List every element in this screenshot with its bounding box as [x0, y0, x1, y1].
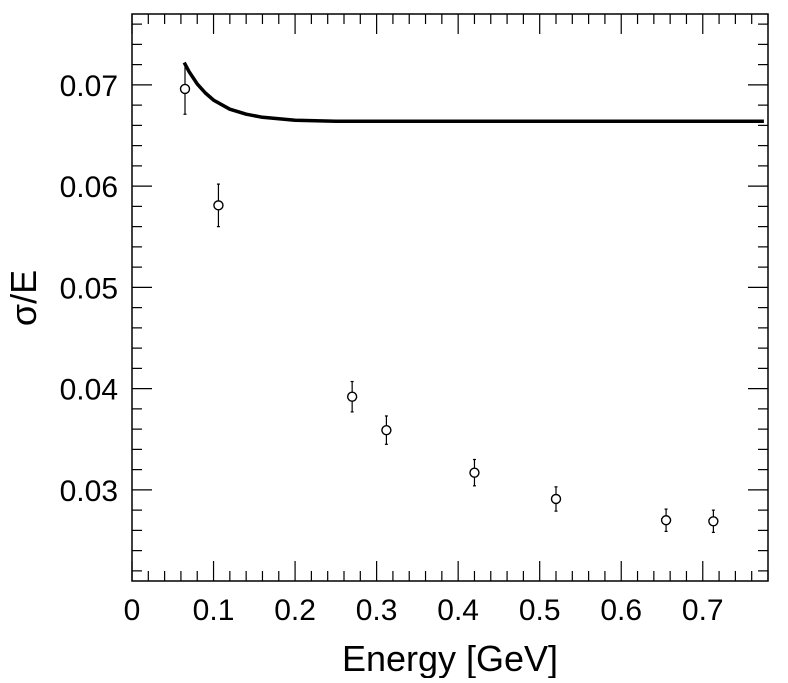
data-point: [213, 183, 224, 228]
x-tick-labels: 0 0.1 0.2 0.3 0.4 0.5 0.6 0.7: [124, 594, 724, 627]
point-marker: [381, 424, 392, 436]
y-tick-label: 0.07: [60, 70, 118, 103]
plot-frame: [131, 13, 769, 582]
point-marker: [346, 391, 358, 402]
point-marker: [660, 515, 672, 526]
data-point: [179, 63, 191, 115]
x-tick-label: 0.7: [682, 594, 724, 627]
y-tick-label: 0.03: [60, 475, 118, 508]
x-tick-label: 0.4: [437, 594, 479, 627]
point-marker: [469, 467, 480, 478]
x-tick-label: 0.6: [600, 594, 642, 627]
curve-layer: [182, 61, 764, 124]
y-tick-labels: 0.03 0.04 0.05 0.06 0.07: [60, 70, 118, 508]
point-marker: [213, 200, 224, 211]
point-marker: [550, 493, 562, 505]
x-tick-label: 0.5: [519, 594, 561, 627]
point-marker: [708, 516, 719, 527]
x-tick-label: 0: [124, 594, 141, 627]
data-point: [660, 508, 672, 532]
x-tick-label: 0.3: [356, 594, 398, 627]
data-point: [550, 486, 562, 512]
data-point: [469, 458, 480, 487]
x-axis-label: Energy [GeV]: [342, 638, 558, 678]
point-marker: [179, 83, 191, 95]
y-tick-label: 0.06: [60, 171, 118, 204]
y-tick-label: 0.05: [60, 272, 118, 305]
data-point: [346, 380, 358, 413]
x-tick-label: 0.2: [274, 594, 316, 627]
data-point: [381, 415, 392, 445]
y-tick-label: 0.04: [60, 374, 118, 407]
points-layer: [179, 63, 719, 534]
ticks-layer: [131, 14, 769, 581]
data-point: [708, 509, 719, 534]
fit-curve: [182, 61, 764, 124]
y-axis-label: σ/E: [3, 270, 44, 326]
x-tick-label: 0.1: [193, 594, 235, 627]
